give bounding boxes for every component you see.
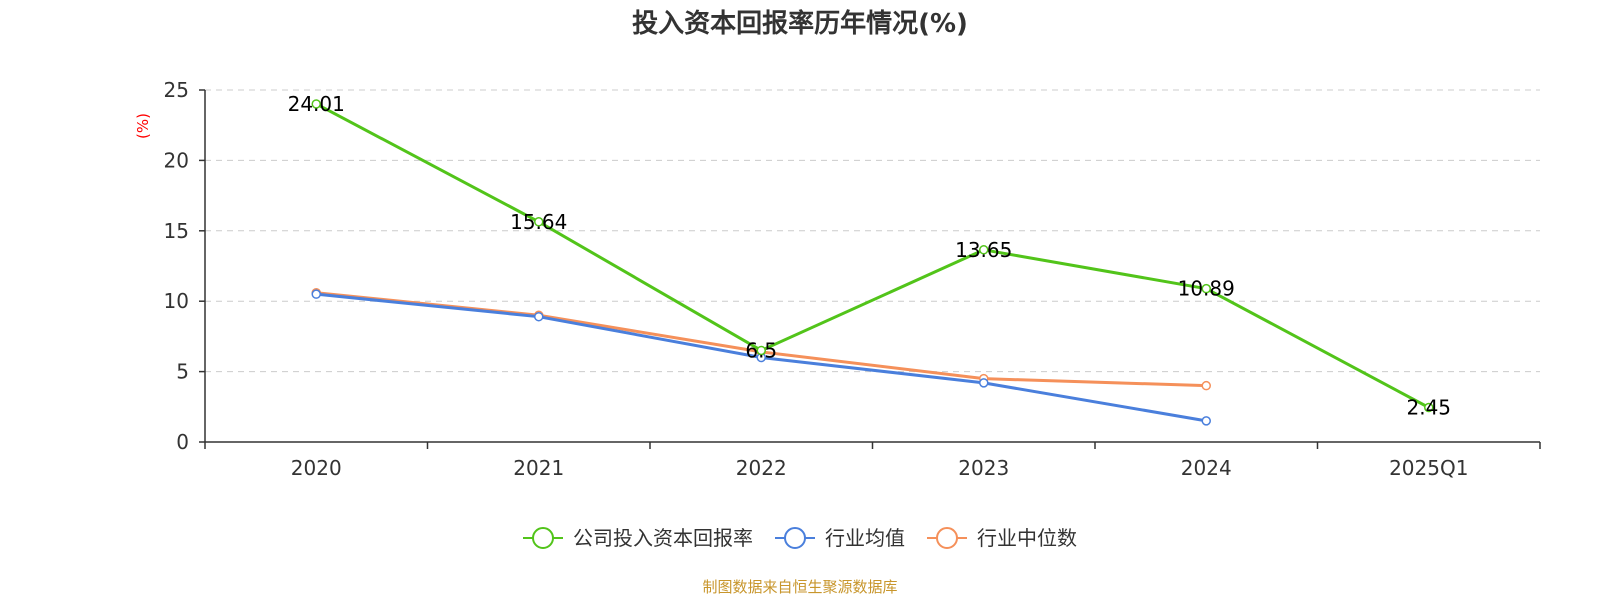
y-axis-unit-label: (%) — [134, 113, 152, 139]
data-point — [1201, 380, 1211, 391]
x-tick-label: 2020 — [291, 456, 342, 480]
data-point — [1201, 416, 1211, 426]
legend[interactable]: 公司投入资本回报率 行业均值 行业中位数 — [523, 526, 1077, 550]
y-tick-label: 20 — [164, 148, 189, 172]
data-label: 10.89 — [1178, 277, 1235, 301]
data-point — [311, 289, 321, 299]
data-label: 15.64 — [510, 210, 567, 234]
axes: 0 5 10 15 20 25 2020 2021 2022 2023 2024 2025Q1 — [164, 78, 1541, 480]
legend-marker-icon — [784, 527, 806, 549]
x-tick-label: 2025Q1 — [1389, 456, 1468, 480]
data-point — [1201, 283, 1211, 294]
chart-title: 投入资本回报率历年情况(%) — [632, 8, 968, 39]
grid-lines — [205, 89, 1540, 373]
y-tick-label: 0 — [176, 430, 189, 454]
series-lines — [311, 99, 1434, 426]
legend-item[interactable]: 行业中位数 — [927, 526, 1077, 550]
data-point — [311, 99, 321, 109]
x-tick-label: 2021 — [513, 456, 564, 480]
legend-label: 公司投入资本回报率 — [573, 526, 753, 550]
data-point — [1424, 402, 1434, 413]
legend-marker-icon — [532, 527, 554, 549]
data-labels: 24.01 15.64 6.5 13.65 10.89 2.45 — [288, 92, 1451, 420]
data-point — [534, 217, 544, 227]
legend-item[interactable]: 公司投入资本回报率 — [523, 526, 753, 550]
legend-label: 行业中位数 — [977, 526, 1077, 550]
data-point — [979, 245, 989, 255]
source-note: 制图数据来自恒生聚源数据库 — [702, 578, 897, 596]
legend-label: 行业均值 — [825, 526, 905, 550]
legend-item[interactable]: 行业均值 — [775, 526, 905, 550]
data-label: 24.01 — [288, 92, 345, 116]
x-tick-label: 2024 — [1181, 456, 1232, 480]
x-tick-label: 2023 — [958, 456, 1009, 480]
data-label: 13.65 — [955, 238, 1012, 262]
y-tick-label: 10 — [164, 289, 189, 313]
y-tick-label: 25 — [164, 78, 189, 102]
data-label: 6.5 — [745, 338, 777, 362]
series-line — [315, 102, 1430, 409]
y-tick-label: 5 — [176, 360, 189, 384]
legend-marker-icon — [936, 527, 958, 549]
x-tick-label: 2022 — [736, 456, 787, 480]
data-point — [979, 378, 989, 388]
data-label: 2.45 — [1406, 396, 1451, 420]
data-point — [756, 345, 766, 356]
data-point — [534, 311, 544, 322]
y-tick-label: 15 — [164, 219, 189, 243]
